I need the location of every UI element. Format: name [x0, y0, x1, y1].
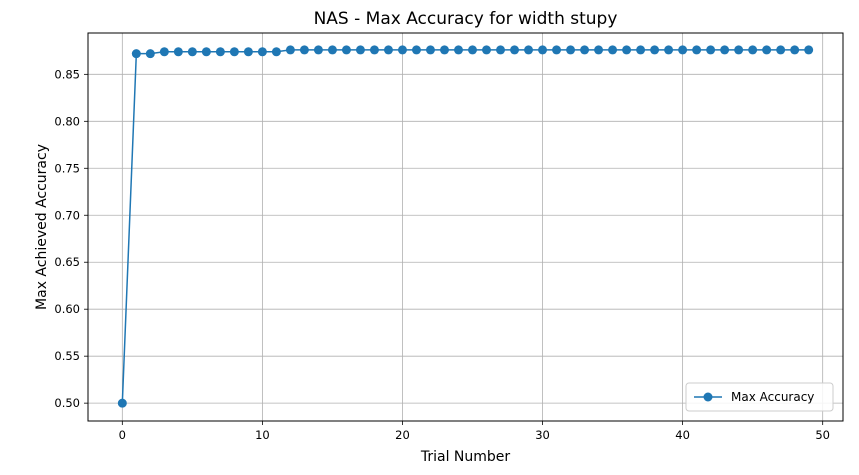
x-tick-label: 30 — [535, 428, 550, 442]
y-tick-label: 0.70 — [54, 208, 80, 222]
data-point — [187, 47, 197, 57]
data-point — [762, 45, 772, 55]
data-point — [145, 49, 155, 59]
data-point — [650, 45, 660, 55]
legend-box — [685, 382, 834, 412]
data-point — [411, 45, 421, 55]
legend-entry-max-accuracy: Max Accuracy — [731, 390, 814, 404]
data-point — [425, 45, 435, 55]
data-point — [678, 45, 688, 55]
y-tick-label: 0.50 — [54, 396, 80, 410]
data-point — [173, 47, 183, 57]
data-point — [397, 45, 407, 55]
data-point — [538, 45, 548, 55]
data-point — [159, 47, 169, 57]
data-point — [748, 45, 758, 55]
data-point — [257, 47, 267, 57]
y-tick-label: 0.75 — [54, 161, 80, 175]
data-point — [482, 45, 492, 55]
data-point — [580, 45, 590, 55]
data-point — [706, 45, 716, 55]
data-point — [468, 45, 478, 55]
y-axis-label: Max Achieved Accuracy — [34, 144, 50, 310]
y-tick-label: 0.60 — [54, 302, 80, 316]
data-point — [229, 47, 239, 57]
data-point — [804, 45, 814, 55]
data-point — [510, 45, 520, 55]
y-tick-label: 0.80 — [54, 114, 80, 128]
data-point — [215, 47, 225, 57]
data-point — [341, 45, 351, 55]
data-point — [622, 45, 632, 55]
chart-title: NAS - Max Accuracy for width stupy — [314, 9, 618, 29]
x-tick-label: 50 — [815, 428, 830, 442]
data-point — [692, 45, 702, 55]
plot-frame — [87, 32, 844, 422]
data-point — [790, 45, 800, 55]
data-point — [383, 45, 393, 55]
y-tick-label: 0.65 — [54, 255, 80, 269]
grid — [88, 33, 843, 421]
data-point — [369, 45, 379, 55]
data-point — [327, 45, 337, 55]
data-point — [313, 45, 323, 55]
x-tick-label: 10 — [255, 428, 270, 442]
data-point — [453, 45, 463, 55]
y-tick-label: 0.85 — [54, 67, 80, 81]
data-point — [636, 45, 646, 55]
data-point — [201, 47, 211, 57]
data-point — [566, 45, 576, 55]
data-point — [664, 45, 674, 55]
data-point — [776, 45, 786, 55]
data-point — [131, 49, 141, 59]
data-point — [117, 398, 127, 408]
data-point — [720, 45, 730, 55]
data-point — [594, 45, 604, 55]
legend-marker — [703, 392, 713, 402]
data-point — [552, 45, 562, 55]
x-tick-label: 20 — [395, 428, 410, 442]
legend: Max Accuracy — [685, 382, 834, 412]
data-point — [608, 45, 618, 55]
data-point — [271, 47, 281, 57]
data-point — [734, 45, 744, 55]
data-point — [285, 45, 295, 55]
data-point — [496, 45, 506, 55]
series-layer — [117, 45, 814, 408]
y-tick-label: 0.55 — [54, 349, 80, 363]
x-tick-label: 0 — [119, 428, 126, 442]
x-axis-label: Trial Number — [420, 449, 511, 465]
data-point — [524, 45, 534, 55]
ticks: 0 10 20 30 40 50 0.50 0.55 0.60 0.65 0.70 0.75 0.80 0… — [54, 67, 830, 442]
data-point — [299, 45, 309, 55]
data-point — [439, 45, 449, 55]
x-tick-label: 40 — [675, 428, 690, 442]
data-point — [355, 45, 365, 55]
data-point — [243, 47, 253, 57]
series-line — [121, 49, 809, 404]
